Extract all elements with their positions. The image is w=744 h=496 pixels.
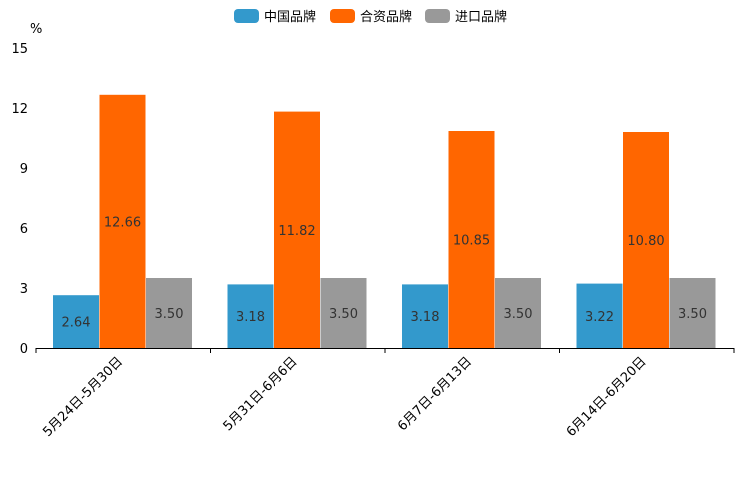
- data-label: 3.50: [329, 307, 358, 322]
- legend-label: 合资品牌: [360, 9, 412, 25]
- legend-label: 进口品牌: [455, 9, 507, 25]
- bar-3-2: [320, 278, 367, 348]
- data-label: 3.50: [504, 307, 533, 322]
- data-label: 11.82: [278, 224, 315, 239]
- y-tick-label: 0: [20, 342, 28, 357]
- data-label: 3.22: [585, 310, 614, 325]
- bar-2-4: [623, 132, 669, 348]
- data-label: 10.85: [453, 234, 490, 249]
- bar-2-2: [274, 111, 320, 348]
- bar-3-4: [669, 278, 716, 348]
- legend-swatch: [234, 9, 259, 23]
- x-tick-label: 5月31日-6月6日: [221, 354, 301, 434]
- data-label: 3.18: [236, 310, 265, 325]
- data-label: 2.64: [62, 316, 91, 331]
- bar-1-1: [53, 295, 99, 348]
- y-tick-label: 12: [11, 102, 28, 117]
- bar-2-3: [448, 131, 495, 348]
- data-label: 10.80: [627, 234, 664, 249]
- bar-1-2: [227, 284, 274, 348]
- bars: 2.64 12.66 3.50 3.18 11.82 3.50 3.18 10.85 3.50 3…: [53, 94, 716, 348]
- y-tick-label: 15: [11, 42, 28, 57]
- y-axis: 0 3 6 9 12 15: [11, 42, 28, 357]
- bar-3-3: [495, 278, 541, 348]
- x-tick-label: 5月24日-5月30日: [40, 354, 126, 440]
- bar-2-1: [99, 94, 146, 348]
- data-label: 3.50: [155, 307, 184, 322]
- legend-label: 中国品牌: [264, 9, 316, 25]
- bar-1-3: [402, 284, 448, 348]
- y-tick-label: 9: [20, 162, 28, 177]
- legend-swatch: [425, 9, 450, 23]
- data-label: 12.66: [104, 215, 141, 230]
- x-axis: 5月24日-5月30日 5月31日-6月6日 6月7日-6月13日 6月14日-6月2…: [35, 348, 735, 440]
- x-tick-label: 6月14日-6月20日: [564, 354, 650, 440]
- bar-1-4: [576, 283, 623, 348]
- data-label: 3.18: [411, 310, 440, 325]
- y-tick-label: 6: [20, 222, 28, 237]
- legend: 中国品牌 合资品牌 进口品牌: [234, 9, 507, 25]
- x-tick-label: 6月7日-6月13日: [395, 354, 475, 434]
- data-label: 3.50: [678, 307, 707, 322]
- legend-swatch: [330, 9, 355, 23]
- y-tick-label: 3: [20, 282, 28, 297]
- bar-3-1: [146, 278, 192, 348]
- y-axis-unit: %: [30, 22, 42, 37]
